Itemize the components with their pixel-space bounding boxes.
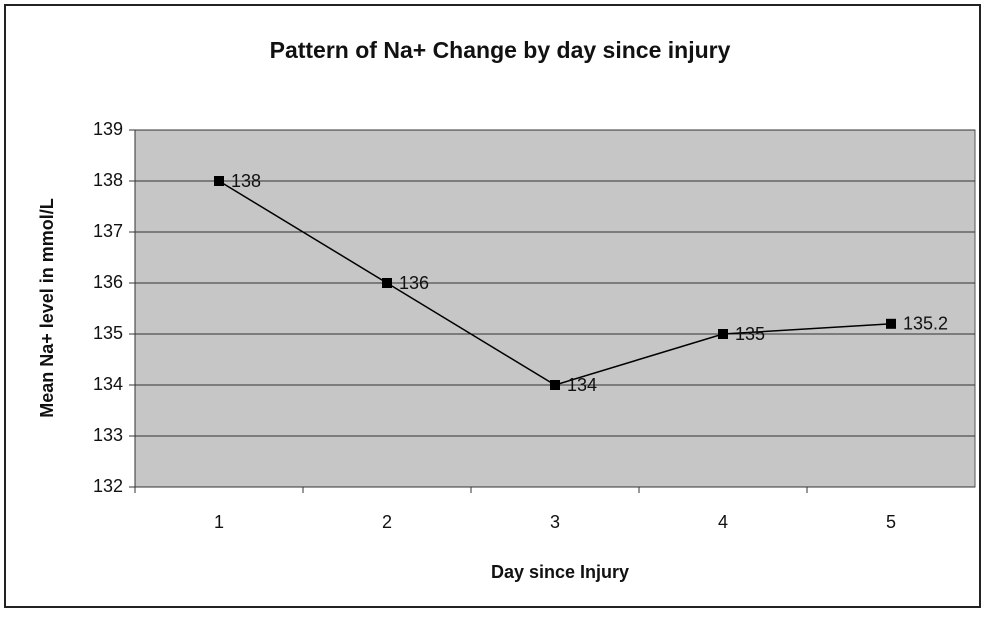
y-axis-label: Mean Na+ level in mmol/L	[37, 198, 57, 418]
data-point	[382, 278, 392, 288]
y-tick-label: 134	[93, 374, 123, 394]
data-label: 135.2	[903, 314, 948, 334]
data-point	[886, 318, 896, 329]
y-tick-label: 132	[93, 476, 123, 496]
y-tick-label: 135	[93, 323, 123, 343]
y-tick-label: 137	[93, 221, 123, 241]
y-tick-label: 139	[93, 119, 123, 139]
y-tick-label: 138	[93, 170, 123, 190]
data-point	[214, 176, 224, 186]
x-tick-label: 5	[886, 512, 896, 532]
data-point	[550, 380, 560, 390]
data-label: 138	[231, 171, 261, 191]
y-tick-label: 136	[93, 272, 123, 292]
x-tick-label: 2	[382, 512, 392, 532]
x-tick-label: 3	[550, 512, 560, 532]
y-tick-label: 133	[93, 425, 123, 445]
x-axis-label: Day since Injury	[491, 562, 629, 582]
data-label: 135	[735, 324, 765, 344]
plot-area	[134, 129, 976, 488]
x-tick-label: 4	[718, 512, 728, 532]
data-label: 136	[399, 273, 429, 293]
data-point	[718, 329, 728, 339]
chart-title: Pattern of Na+ Change by day since injur…	[270, 37, 731, 63]
data-label: 134	[567, 375, 597, 395]
x-tick-label: 1	[214, 512, 224, 532]
